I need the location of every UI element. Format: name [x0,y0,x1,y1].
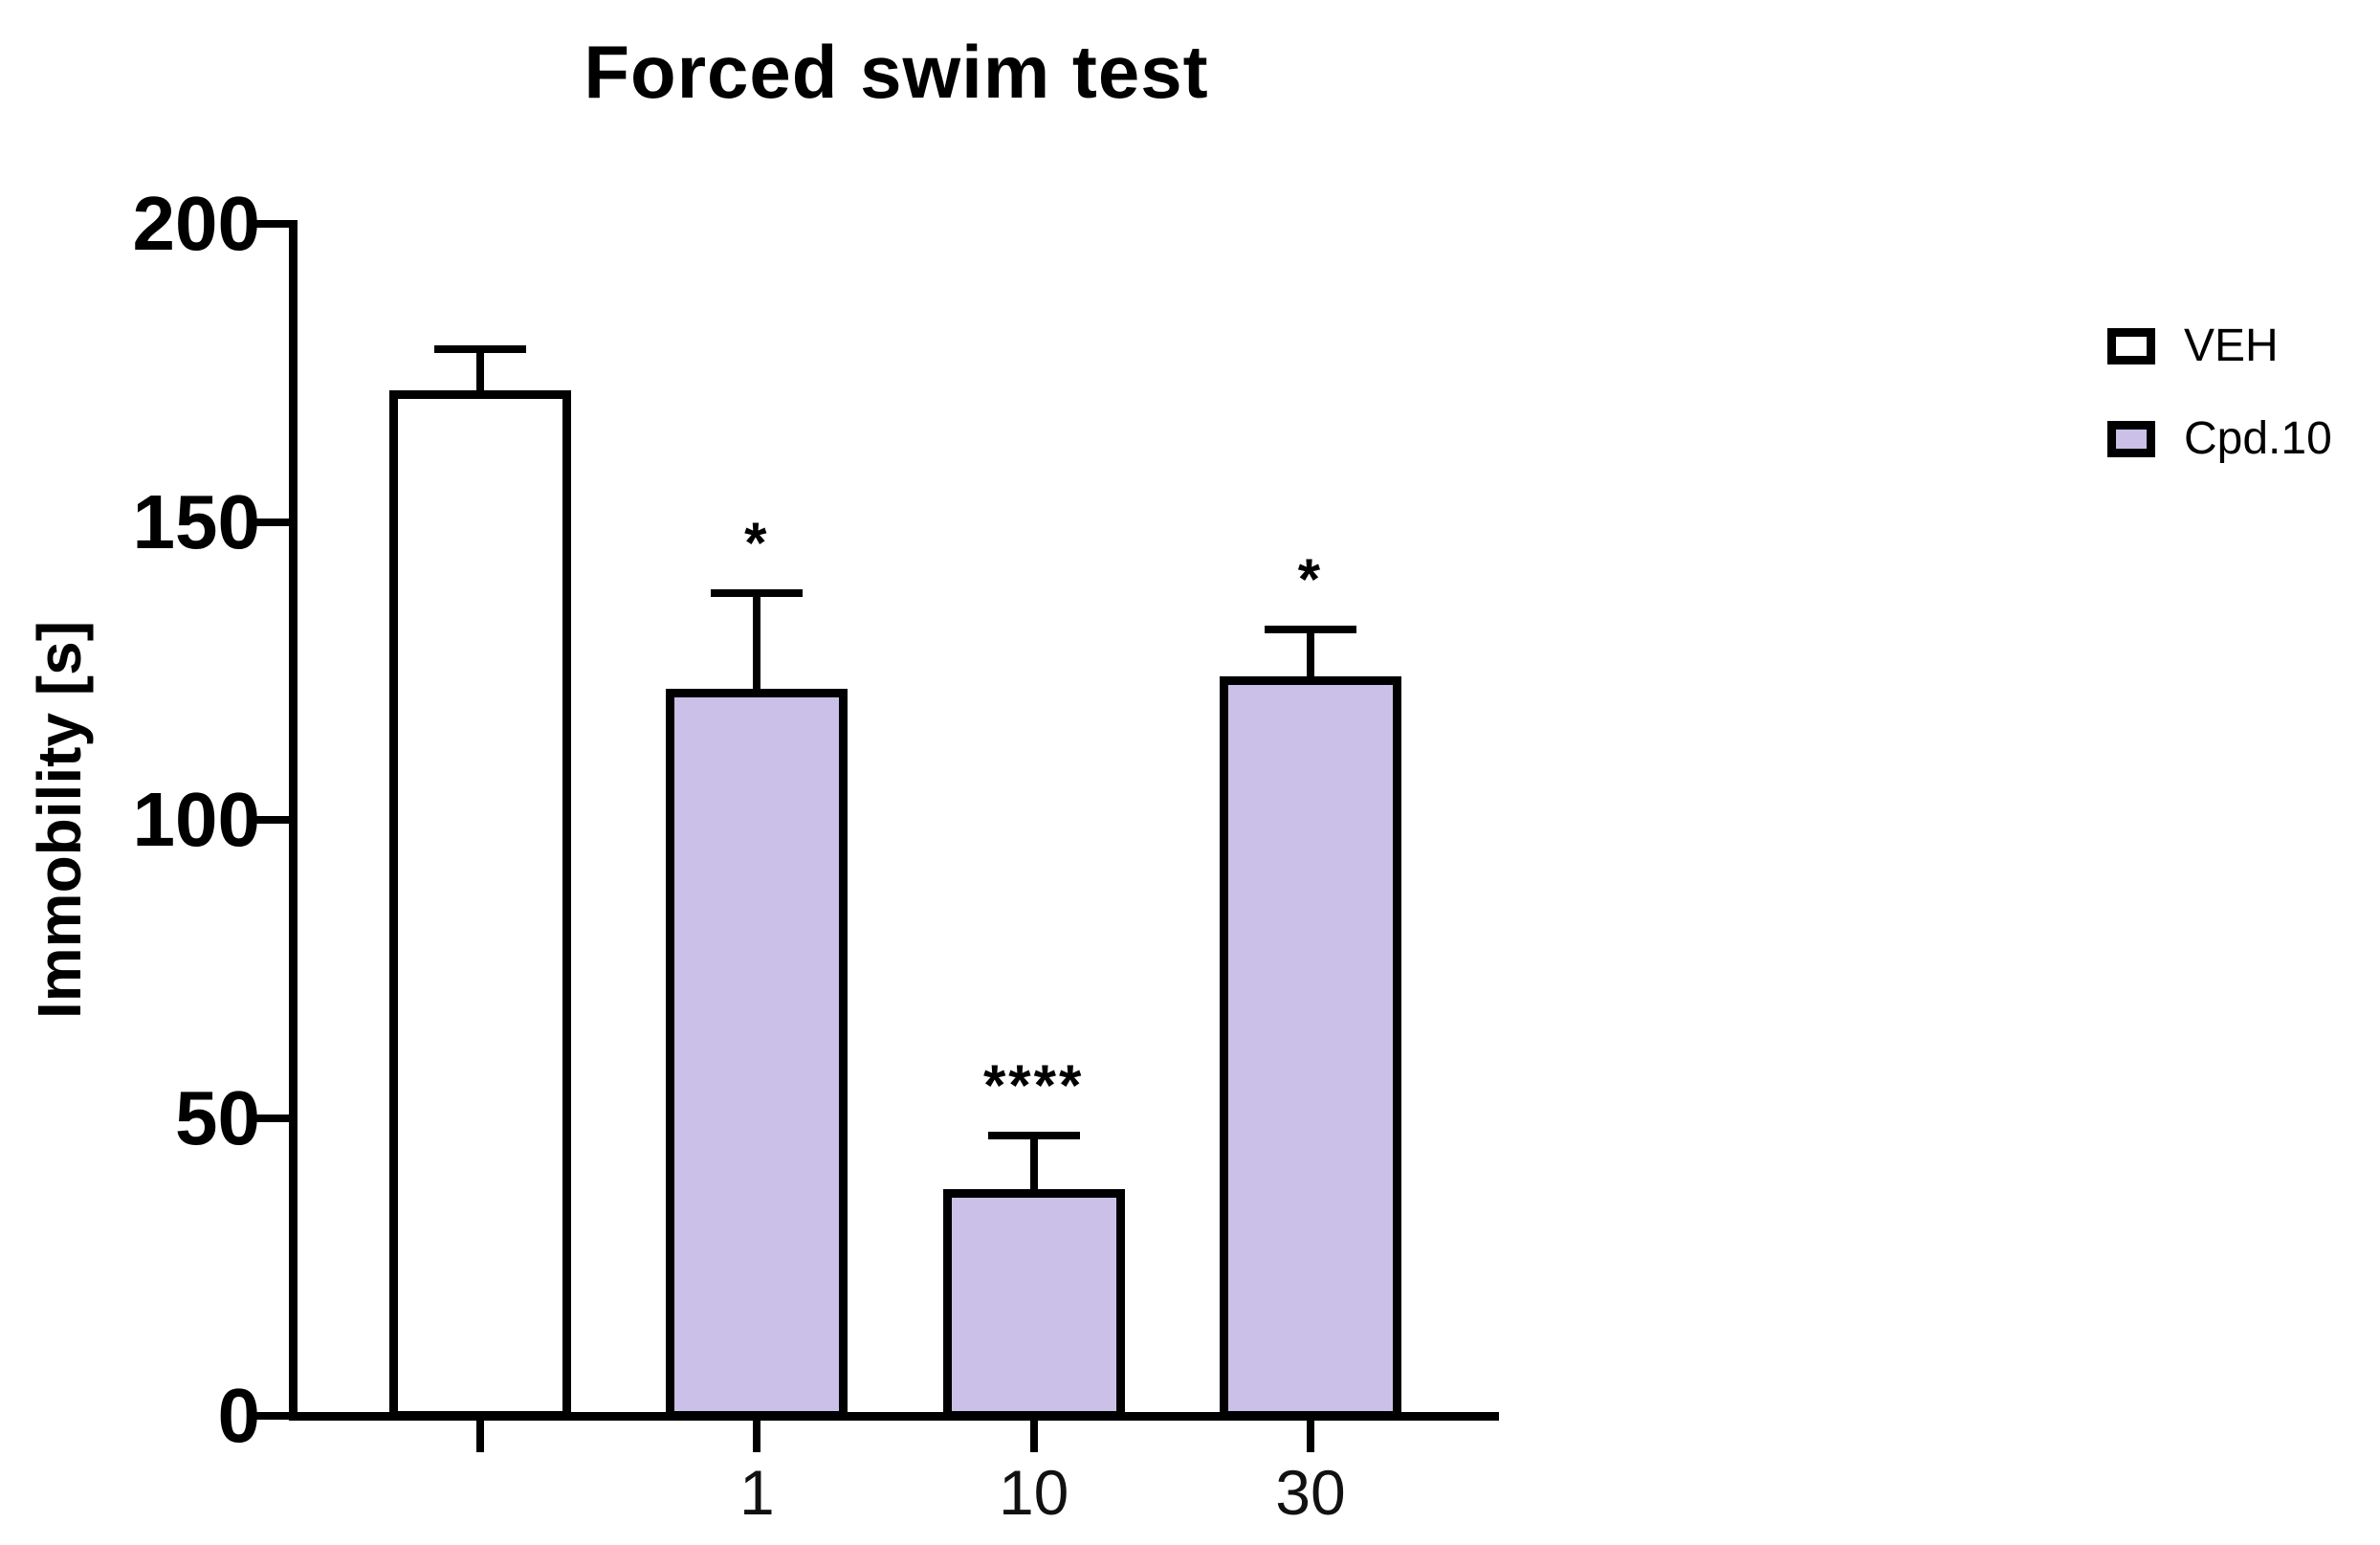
x-axis-line [289,1412,1499,1421]
error-bar-stem [1029,1136,1038,1190]
bar-cpd10-10 [942,1189,1125,1420]
legend-swatch-cpd10 [2107,421,2155,457]
error-bar-cap [1264,625,1356,633]
y-tick-label: 200 [132,181,260,266]
x-tick-label: 1 [738,1457,775,1528]
significance-label: * [1297,546,1324,611]
y-tick [256,220,293,228]
legend-label-veh: VEH [2184,320,2279,371]
error-bar-stem [753,593,761,689]
y-tick-label: 50 [175,1074,260,1160]
bar-cpd10-1 [666,688,848,1420]
y-tick-label: 150 [132,478,260,564]
x-tick [476,1416,484,1452]
y-tick [256,518,293,526]
y-tick [256,1114,293,1122]
legend-label-cpd10: Cpd.10 [2184,413,2332,464]
y-tick-label: 100 [132,777,260,862]
error-bar-stem [1306,629,1314,677]
y-axis-line [289,220,298,1420]
significance-label: **** [982,1053,1085,1118]
x-tick-label: 30 [1275,1457,1346,1528]
bar-veh [389,390,571,1420]
legend: VEH Cpd.10 [2107,320,2332,513]
error-bar-cap [434,344,526,353]
bar-cpd10-30 [1219,676,1401,1420]
y-tick [256,1412,293,1420]
legend-item-cpd10: Cpd.10 [2107,413,2332,464]
error-bar-cap [711,589,804,598]
y-tick [256,816,293,824]
error-bar-cap [987,1132,1080,1140]
legend-swatch-veh [2107,328,2155,364]
x-tick [753,1416,761,1452]
chart-title: Forced swim test [584,30,1209,114]
y-tick-label: 0 [217,1373,261,1458]
legend-item-veh: VEH [2107,320,2332,371]
x-tick-label: 10 [998,1457,1069,1528]
x-tick [1306,1416,1314,1452]
x-tick [1029,1416,1038,1452]
significance-label: * [744,511,770,576]
error-bar-stem [476,348,484,391]
